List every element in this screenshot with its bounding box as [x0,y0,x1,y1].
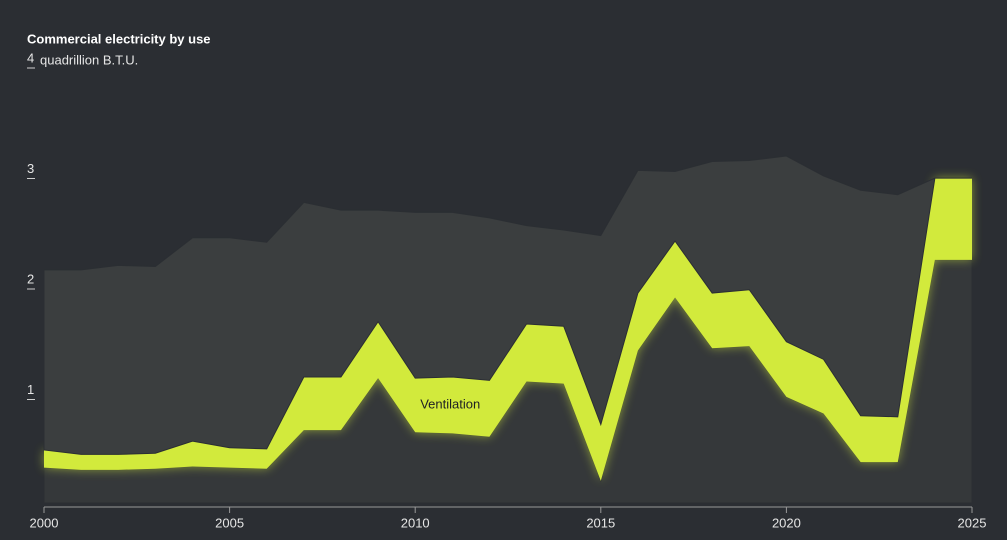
area [44,178,972,481]
y-tick-label: 1 [27,382,34,397]
y-tick-label: 2 [27,271,34,286]
x-tick-label: 2005 [215,515,244,530]
y-tick-label: 4 [27,50,34,65]
x-tick-label: 2000 [30,515,59,530]
x-tick-label: 2020 [772,515,801,530]
y-tick-label: 3 [27,161,34,176]
y-unit: quadrillion B.T.U. [40,52,138,67]
series-label: Ventilation [420,397,480,412]
x-tick-label: 2025 [958,515,987,530]
chart-title: Commercial electricity by use [27,31,211,46]
x-tick-label: 2010 [401,515,430,530]
x-tick-label: 2015 [586,515,615,530]
area [43,155,972,455]
